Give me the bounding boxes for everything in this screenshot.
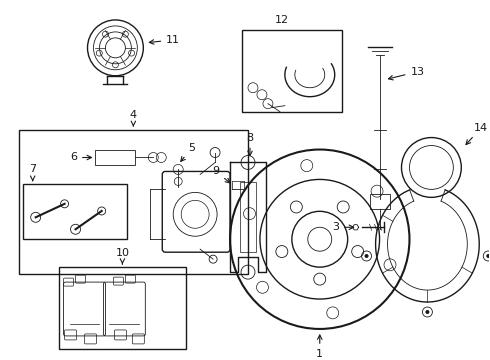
Text: 9: 9 — [213, 166, 230, 183]
Circle shape — [425, 310, 429, 314]
Text: 1: 1 — [316, 335, 323, 359]
Text: 10: 10 — [115, 248, 129, 264]
Text: 7: 7 — [29, 165, 36, 181]
Text: 11: 11 — [149, 35, 180, 45]
Text: 4: 4 — [130, 110, 137, 126]
Bar — [240, 183, 256, 252]
Bar — [96, 149, 135, 166]
Text: 12: 12 — [275, 15, 289, 25]
Text: 14: 14 — [466, 123, 489, 145]
Circle shape — [486, 254, 490, 258]
Bar — [19, 130, 248, 274]
Text: 8: 8 — [246, 132, 253, 156]
Bar — [369, 194, 390, 209]
Text: 5: 5 — [181, 143, 196, 161]
Text: 13: 13 — [389, 67, 424, 80]
Bar — [23, 184, 127, 239]
Text: 2: 2 — [0, 359, 1, 360]
Text: 3: 3 — [332, 222, 354, 232]
Bar — [242, 30, 342, 112]
Text: 6: 6 — [70, 153, 92, 162]
Bar — [59, 267, 186, 349]
Circle shape — [365, 254, 368, 258]
